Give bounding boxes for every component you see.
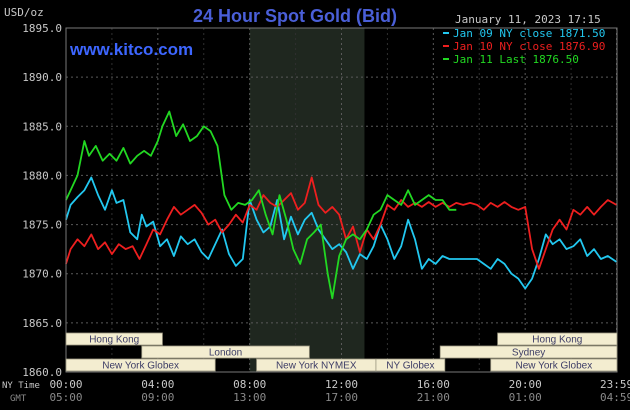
x-tick-label-ny: 20:00	[509, 378, 542, 391]
session-bar: New York Globex	[65, 358, 216, 372]
session-label: NY Globex	[386, 361, 434, 372]
y-tick-label: 1860.0	[22, 366, 62, 379]
x-tick-label-ny: 12:00	[325, 378, 358, 391]
session-label: New York Globex	[516, 361, 593, 372]
session-label: Hong Kong	[532, 335, 582, 346]
x-tick-label-gmt: 01:00	[509, 391, 542, 404]
session-bar: New York NYMEX	[256, 358, 377, 372]
chart-title: 24 Hour Spot Gold (Bid)	[193, 6, 397, 26]
series-line-1	[65, 176, 618, 290]
session-label: Sydney	[512, 348, 545, 359]
session-bar-fill	[375, 358, 446, 372]
y-tick-label: 1865.0	[22, 317, 62, 330]
x-tick-label-gmt: 09:00	[141, 391, 174, 404]
session-bar-fill	[497, 332, 618, 346]
session-bar-fill	[490, 358, 618, 372]
x-tick-label-ny: 23:59	[600, 378, 630, 391]
x-tick-label-gmt: 17:00	[325, 391, 358, 404]
session-bar: Hong Kong	[65, 332, 163, 346]
session-label: London	[209, 348, 242, 359]
x-tick-label-gmt: 13:00	[233, 391, 266, 404]
session-label: New York Globex	[102, 361, 179, 372]
legend-item: Jan 09 NY close 1871.50	[443, 27, 605, 40]
legend-label: Jan 09 NY close 1871.50	[453, 27, 605, 40]
chart-date: January 11, 2023 17:15	[455, 13, 601, 26]
y-tick-label: 1895.0	[22, 22, 62, 35]
session-bar-fill	[65, 358, 216, 372]
plot-border	[65, 27, 618, 373]
legend-label: Jan 10 NY close 1876.90	[453, 40, 605, 53]
x-tick-label-gmt: 05:00	[49, 391, 82, 404]
x-tick-label-gmt: 04:59	[600, 391, 630, 404]
gmt-row-label: GMT	[10, 394, 27, 404]
y-tick-label: 1875.0	[22, 219, 62, 232]
x-tick-label-gmt: 21:00	[417, 391, 450, 404]
series-line-3	[65, 110, 457, 300]
watermark-link[interactable]: www.kitco.com	[69, 40, 193, 59]
legend-item: Jan 11 Last 1876.50	[443, 53, 579, 66]
y-axis-ticks: 1895.0 1890.0 1885.0 1880.0 1875.0 1870.0 1865…	[22, 22, 62, 379]
session-bar-fill	[65, 332, 163, 346]
y-tick-label: 1890.0	[22, 71, 62, 84]
y-tick-label: 1870.0	[22, 268, 62, 281]
ny-time-row-label: NY Time	[2, 381, 40, 391]
session-bar: London	[141, 345, 310, 359]
session-label: Hong Kong	[89, 335, 139, 346]
session-bar-fill	[141, 345, 310, 359]
session-bar: Hong Kong	[497, 332, 618, 346]
x-tick-label-ny: 08:00	[233, 378, 266, 391]
x-tick-label-ny: 04:00	[141, 378, 174, 391]
session-label: New York NYMEX	[276, 361, 357, 372]
series-line-2	[65, 176, 617, 270]
x-axis-ticks: 00:00 04:00 08:00 12:00 16:00 20:00 23:59 05:00…	[49, 378, 630, 404]
session-bar: New York Globex	[490, 358, 618, 372]
legend-label: Jan 11 Last 1876.50	[453, 53, 579, 66]
legend-item: Jan 10 NY close 1876.90	[443, 40, 605, 53]
x-tick-label-ny: 16:00	[417, 378, 450, 391]
y-tick-label: 1880.0	[22, 169, 62, 182]
session-bar: Sydney	[439, 345, 618, 359]
session-bar: NY Globex	[375, 358, 446, 372]
y-tick-label: 1885.0	[22, 120, 62, 133]
x-tick-label-ny: 00:00	[49, 378, 82, 391]
session-bar-fill	[439, 345, 618, 359]
series-lines	[65, 110, 618, 300]
unit-label: USD/oz	[4, 6, 44, 19]
trading-sessions: Hong Kong Hong Kong London Sydney New York G…	[65, 332, 618, 372]
